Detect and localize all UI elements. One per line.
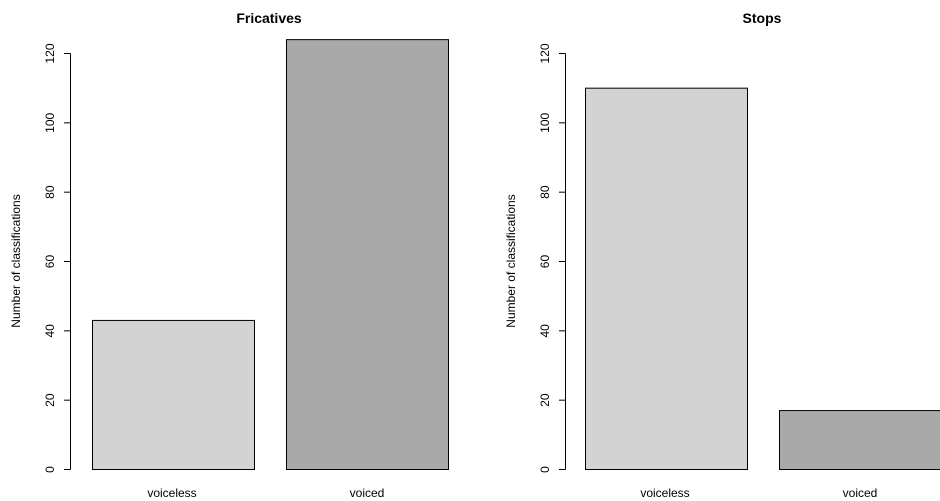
y-tick-label: 60	[43, 255, 57, 269]
bar-voiced	[286, 39, 449, 471]
bar-voiced	[779, 410, 940, 471]
category-label-voiceless: voiceless	[147, 486, 196, 500]
y-tick-label: 100	[538, 113, 552, 133]
y-tick-label: 60	[538, 255, 552, 269]
bar-voiceless	[92, 319, 255, 470]
y-tick-label: 80	[538, 185, 552, 199]
y-axis-label: Number of classifications	[504, 194, 518, 327]
y-tick-label: 20	[538, 393, 552, 407]
y-tick-label: 0	[538, 466, 552, 473]
category-label-voiced: voiced	[843, 486, 878, 500]
y-tick-label: 120	[538, 43, 552, 63]
y-tick-label: 20	[43, 393, 57, 407]
chart-title: Fricatives	[236, 10, 302, 26]
chart-title: Stops	[743, 10, 782, 26]
y-tick-label: 40	[538, 324, 552, 338]
y-tick-label: 40	[43, 324, 57, 338]
chart-panel-fricatives: Fricatives 0 20 40 60 80 100 120 Number of class…	[9, 10, 449, 500]
category-label-voiceless: voiceless	[640, 486, 689, 500]
category-label-voiced: voiced	[350, 486, 385, 500]
y-tick-label: 100	[43, 113, 57, 133]
y-tick-label: 120	[43, 43, 57, 63]
y-tick-label: 80	[43, 185, 57, 199]
bar-voiceless	[585, 87, 748, 471]
chart-panel-stops: Stops 0 20 40 60 80 100 120 Number of classifica…	[504, 10, 940, 500]
y-tick-label: 0	[43, 466, 57, 473]
y-axis-label: Number of classifications	[9, 194, 23, 327]
